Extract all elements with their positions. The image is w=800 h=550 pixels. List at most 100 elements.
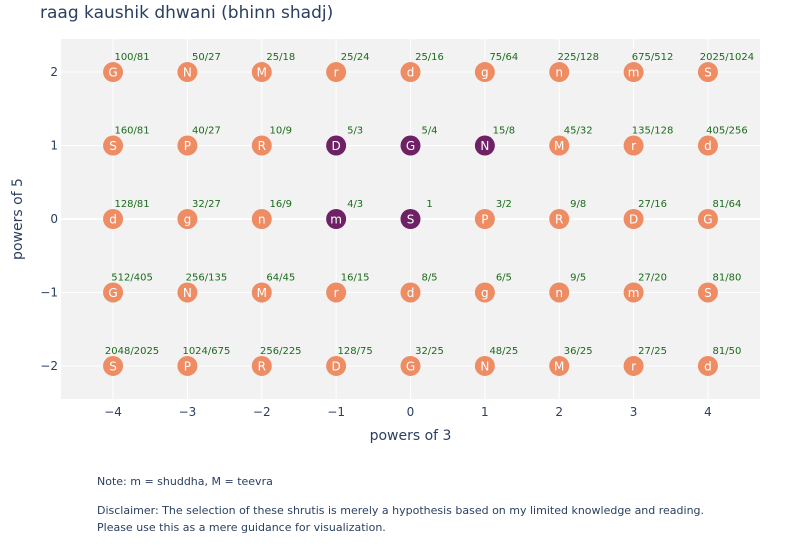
marker [251,135,272,156]
marker [549,135,570,156]
swara-label: D [332,139,341,153]
marker [697,62,718,83]
swara-label: d [109,213,117,227]
swara-label: m [628,286,640,300]
marker [177,355,198,376]
marker [623,355,644,376]
swara-label: g [184,213,192,227]
data-point: G 5/4 [400,126,438,156]
disclaimer-text: Disclaimer: The selection of these shrut… [97,502,704,536]
x-tick-label: 0 [407,405,415,419]
ratio-label: 32/27 [192,199,221,210]
ratio-label: 675/512 [632,52,674,63]
data-point: N48/25 [474,346,518,376]
data-point: G 512/405 [103,272,153,303]
marker [103,135,124,156]
ratio-label: 75/64 [489,52,518,63]
data-point: n 16/9 [251,199,292,229]
data-point: R 9/8 [549,199,586,229]
swara-label: R [555,213,563,227]
swara-label: r [334,66,339,80]
data-point: g 6/5 [474,272,512,303]
ratio-label: 5/4 [421,126,437,137]
ratio-label: 81/50 [713,346,742,357]
ratio-label: 135/128 [632,126,674,137]
marker [474,62,495,83]
marker [549,282,570,303]
marker [400,355,421,376]
ratio-label: 36/25 [564,346,593,357]
data-point: m 4/3 [326,199,363,229]
swara-label: M [554,359,564,373]
x-tick-label: −3 [179,405,197,419]
selected-marker [326,135,347,156]
ratio-label: 27/20 [638,272,667,283]
marker [103,62,124,83]
y-tick-label: 1 [50,139,58,153]
marker [177,282,198,303]
selected-marker [474,135,495,156]
data-point: S 2048/2025 [103,346,159,376]
marker [177,209,198,229]
ratio-label: 64/45 [266,272,295,283]
data-point: d81/50 [697,346,742,376]
data-point: G32/25 [400,346,444,376]
ratio-label: 27/16 [638,199,667,210]
y-tick-labels: −2 −1 0 1 2 [40,65,58,373]
x-axis-title: powers of 3 [370,428,452,444]
data-point: d 405/256 [697,126,748,156]
data-point: n 225/128 [549,52,599,83]
ratio-label: 2025/1024 [700,52,754,63]
data-point: G81/64 [697,199,741,229]
data-point: R 256/225 [251,346,302,376]
swara-label: n [555,66,563,80]
marker [697,209,718,229]
swara-label: G [406,139,415,153]
ratio-label: 128/75 [338,346,373,357]
selected-marker [326,209,347,229]
data-point: M36/25 [549,346,593,376]
ratio-label: 9/8 [570,199,586,210]
ratio-label: 1024/675 [182,346,230,357]
selected-marker [400,135,421,156]
ratio-label: 10/9 [270,126,292,137]
data-point: M 64/45 [251,272,295,303]
swara-label: R [258,359,266,373]
x-tick-label: −4 [104,405,122,419]
ratio-label: 128/81 [114,199,149,210]
swara-label: G [108,66,117,80]
ratio-label: 9/5 [570,272,586,283]
swara-label: S [109,139,117,153]
y-tick-label: 2 [50,65,58,79]
marker [400,62,421,83]
ratio-label: 5/3 [347,126,363,137]
data-point: d 128/81 [103,199,150,229]
marker [697,135,718,156]
swara-label: n [555,286,563,300]
data-point: S81/80 [697,272,741,303]
note-text: Note: m = shuddha, M = teevra [97,475,273,488]
data-point: N 15/8 [474,126,515,156]
marker [326,62,347,83]
data-point: m 675/512 [623,52,674,83]
marker [549,355,570,376]
swara-label: P [184,139,191,153]
y-tick-label: −1 [40,285,58,299]
marker [474,355,495,376]
marker [326,282,347,303]
ratio-label: 4/3 [347,199,363,210]
x-tick-labels: −4 −3 −2 −1 0 1 2 3 4 [104,405,712,419]
marker [251,282,272,303]
data-point: m 27/20 [623,272,667,303]
data-point: n 9/5 [549,272,586,303]
chart-title: raag kaushik dhwani (bhinn shadj) [40,3,334,23]
data-point: P 1024/675 [177,346,230,376]
data-point: D 5/3 [326,126,363,156]
disclaimer-line-2: Please use this as a mere guidance for v… [97,521,386,534]
ratio-label: 50/27 [192,52,221,63]
ratio-label: 25/24 [341,52,370,63]
swara-label: M [257,66,267,80]
swara-label: m [628,66,640,80]
ratio-label: 160/81 [114,126,149,137]
marker [177,62,198,83]
